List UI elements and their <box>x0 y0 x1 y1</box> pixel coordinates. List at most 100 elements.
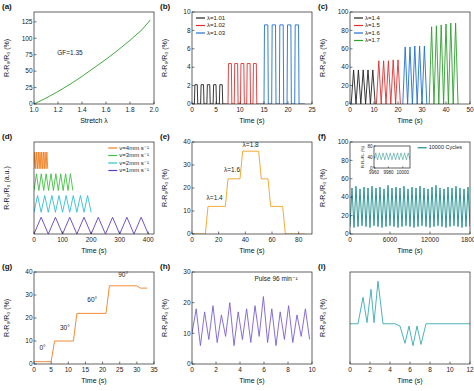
x-tick <box>192 362 193 365</box>
y-tick-label: 20 <box>183 184 191 191</box>
x-axis-label: Time (s) <box>239 377 264 385</box>
y-tick <box>192 12 195 13</box>
x-tick <box>91 232 92 235</box>
y-tick-label: 8 <box>187 27 191 34</box>
series-line <box>34 174 73 191</box>
y-tick <box>192 48 195 49</box>
y-axis-label: R-R₀/R₀ (%) <box>319 299 327 337</box>
y-tick-label: 0 <box>29 100 33 107</box>
x-axis-label: Time (s) <box>397 117 422 125</box>
y-tick-label: 125 <box>22 18 33 25</box>
y-tick-label: 40 <box>341 63 349 70</box>
y-tick <box>192 333 195 334</box>
plot-series <box>34 20 150 104</box>
x-tick-label: 1.2 <box>53 106 62 113</box>
y-tick <box>192 272 195 273</box>
x-tick-label: 1.6 <box>101 106 110 113</box>
y-tick-label: 60 <box>341 175 349 182</box>
y-tick-label: 20 <box>341 82 349 89</box>
y-tick <box>192 302 195 303</box>
panel: 01020304050020406080100(c)Time (s)R-R₀/R… <box>318 2 474 125</box>
x-tick-label: 0 <box>32 236 36 243</box>
series-line <box>350 281 470 345</box>
panel-label: (i) <box>318 262 326 271</box>
panel: 024681012(i)Time (s)R-R₀/R₀ (%) <box>318 262 474 385</box>
y-tick-label: 80 <box>367 144 373 149</box>
series-line <box>429 23 458 104</box>
x-tick-label: 0 <box>348 366 352 373</box>
y-tick <box>192 234 195 235</box>
legend-swatch <box>108 155 117 156</box>
y-tick <box>34 364 37 365</box>
x-tick-label: 12 <box>466 366 474 373</box>
x-tick-label: 5 <box>49 366 53 373</box>
x-tick-label: 0 <box>348 236 352 243</box>
series-line <box>403 46 427 104</box>
inset: 996099801000004080R-R₀/R₀ (%) <box>360 144 410 175</box>
x-tick <box>34 362 35 365</box>
x-tick-label: 6 <box>408 366 412 373</box>
x-tick <box>106 102 107 105</box>
y-tick <box>34 295 37 296</box>
y-tick <box>350 67 353 68</box>
series-line <box>351 70 375 104</box>
annotation: GF=1.35 <box>57 49 83 56</box>
annotation: 0° <box>39 344 46 351</box>
x-tick-label: 10 <box>446 366 454 373</box>
y-tick <box>34 318 37 319</box>
x-tick <box>136 362 137 365</box>
panel-label: (a) <box>2 2 12 11</box>
x-tick-label: 10 <box>65 366 73 373</box>
y-axis-label: R-R₀/R₀ (%) <box>161 169 169 207</box>
x-tick-label: 4 <box>388 366 392 373</box>
y-axis-label: R-R₀/R₀ (%) <box>319 39 327 77</box>
x-tick <box>388 167 389 169</box>
y-tick-label: 0 <box>345 100 349 107</box>
x-tick <box>370 362 371 365</box>
y-tick <box>350 215 353 216</box>
y-axis-label: R-R₀/R₀ (%) <box>161 299 169 337</box>
panel: 05101520250246810(b)Time (s)R-R₀/R₀ (%)λ… <box>160 2 316 125</box>
legend-swatch <box>108 147 117 148</box>
y-tick <box>34 71 37 72</box>
y-tick <box>192 142 195 143</box>
legend-label: λ=1.4 <box>365 15 381 21</box>
y-tick <box>192 67 195 68</box>
series-line <box>192 297 310 346</box>
y-tick-label: 10 <box>25 337 33 344</box>
series-line <box>34 217 148 234</box>
x-tick-label: 6 <box>262 366 266 373</box>
y-tick-label: 80 <box>341 27 349 34</box>
x-axis-label: Time (s) <box>81 247 106 255</box>
x-tick-label: 1.8 <box>125 106 134 113</box>
y-tick <box>34 87 37 88</box>
plot-series <box>34 286 147 362</box>
series-line <box>262 25 305 104</box>
x-tick-label: 9980 <box>383 170 394 175</box>
x-tick-label: 35 <box>150 366 158 373</box>
y-tick <box>192 364 195 365</box>
x-tick <box>34 232 35 235</box>
figure: 1.01.21.41.61.82.00255075100125GF=1.35(a… <box>0 0 474 391</box>
y-tick <box>192 85 195 86</box>
x-tick-label: 5 <box>214 106 218 113</box>
x-tick-label: 100 <box>57 236 68 243</box>
x-tick <box>410 362 411 365</box>
x-axis-label: Time (s) <box>81 377 106 385</box>
x-tick-label: 6000 <box>383 236 398 243</box>
y-tick <box>350 30 353 31</box>
x-tick <box>450 362 451 365</box>
x-tick <box>216 362 217 365</box>
x-tick-label: 0 <box>32 366 36 373</box>
x-tick <box>288 362 289 365</box>
x-tick-label: 10 <box>308 366 316 373</box>
y-tick-label: 0 <box>345 230 349 237</box>
y-tick <box>350 48 353 49</box>
legend-swatch <box>354 40 363 41</box>
x-tick <box>264 362 265 365</box>
series-line <box>192 85 226 104</box>
y-tick-label: 20 <box>341 212 349 219</box>
plot-frame <box>192 12 312 104</box>
series-line <box>226 64 262 104</box>
y-tick-label: 0 <box>187 360 191 367</box>
